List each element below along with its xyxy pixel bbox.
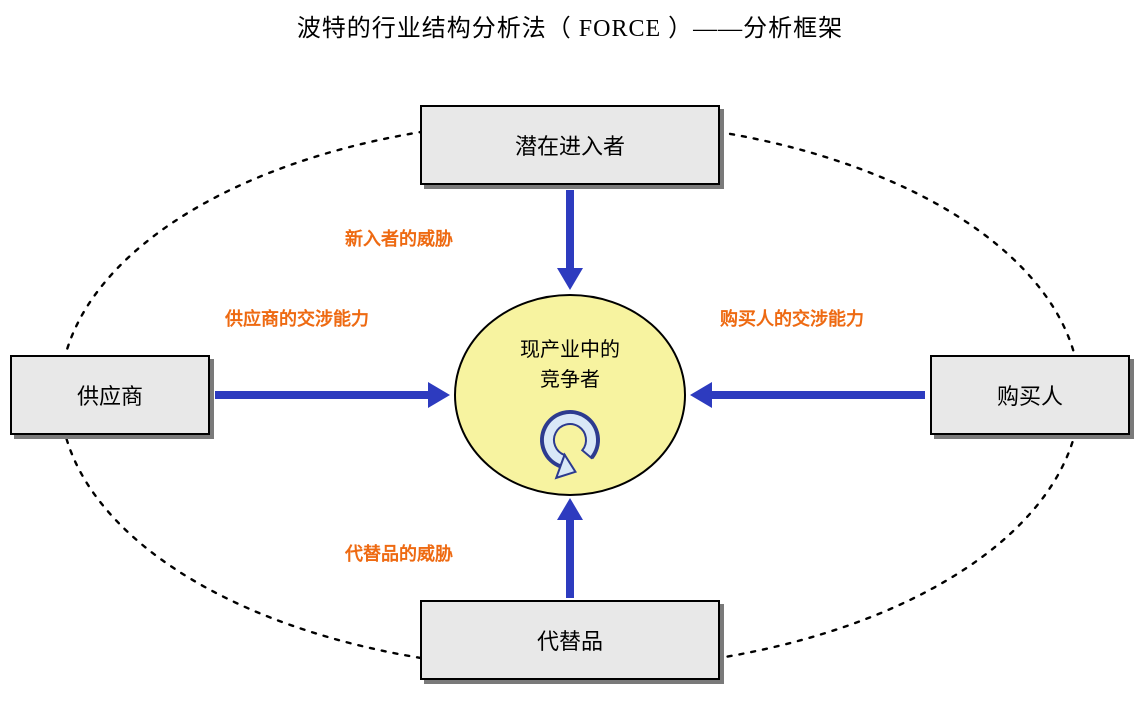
center-label: 现产业中的 竞争者 [470,335,670,395]
box-substitutes: 代替品 [420,600,720,680]
box-suppliers: 供应商 [10,355,210,435]
force-label-buyer-power: 购买人的交涉能力 [720,305,864,331]
cycle-arrow-icon [542,412,598,478]
diagram-stage: 波特的行业结构分析法（ FORCE ）——分析框架 现产业中的 竞争者 潜在进入… [0,0,1140,703]
center-oval [455,295,685,495]
force-label-new-entrants: 新入者的威胁 [345,225,453,251]
dotted-boundary [60,120,1080,670]
force-label-supplier-power: 供应商的交涉能力 [225,305,369,331]
center-label-line1: 现产业中的 [470,335,670,365]
box-label: 购买人 [997,379,1063,411]
diagram-title: 波特的行业结构分析法（ FORCE ）——分析框架 [0,8,1140,43]
box-potential-entrants: 潜在进入者 [420,105,720,185]
box-buyers: 购买人 [930,355,1130,435]
box-label: 潜在进入者 [515,129,625,161]
force-label-substitutes: 代替品的威胁 [345,540,453,566]
center-label-line2: 竞争者 [470,365,670,395]
box-label: 供应商 [77,379,143,411]
box-label: 代替品 [537,624,603,656]
